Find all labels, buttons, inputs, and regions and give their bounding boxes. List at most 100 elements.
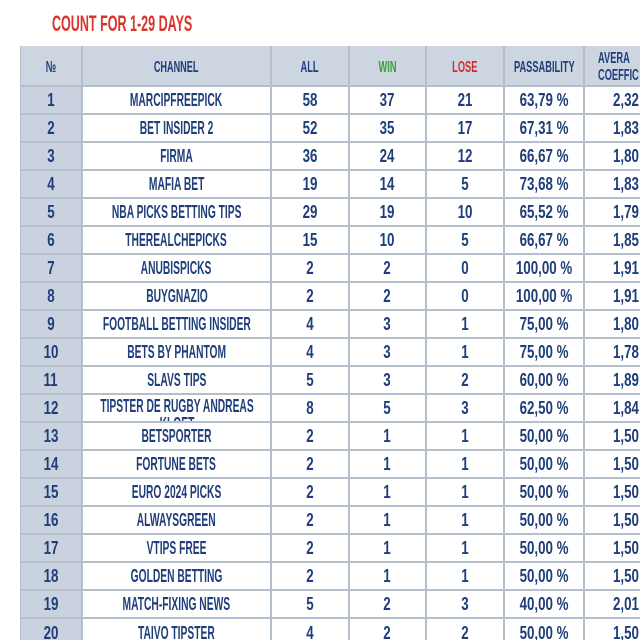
table-row: 20 TAIVO TIPSTER 4 2 2 50,00 % 1,50 — [21, 619, 640, 640]
cell-win: 3 — [350, 367, 427, 393]
channel-name: MATCH-FIXING NEWS — [122, 594, 231, 614]
cell-lose: 0 — [427, 255, 505, 281]
channel-name: BETS BY PHANTOM — [127, 342, 226, 362]
cell-average-coefficient: 2,32 — [585, 87, 640, 113]
cell-lose: 1 — [427, 563, 505, 589]
cell-average-coefficient: 1,50 — [585, 563, 640, 589]
all-count: 36 — [302, 146, 318, 166]
all-count: 2 — [306, 538, 314, 558]
win-count: 3 — [383, 370, 392, 390]
cell-win: 24 — [350, 143, 427, 169]
lose-count: 1 — [461, 538, 469, 558]
cell-win: 1 — [350, 563, 427, 589]
cell-channel: SLAVS TIPS — [83, 367, 272, 393]
cell-win: 10 — [350, 227, 427, 253]
cell-channel: BETS BY PHANTOM — [83, 339, 272, 365]
lose-count: 2 — [461, 370, 469, 390]
win-count: 24 — [380, 146, 395, 166]
cell-number: 6 — [21, 227, 83, 253]
cell-channel: FIRMA — [83, 143, 272, 169]
average-coefficient-value: 1,50 — [613, 454, 639, 474]
channel-name: ANUBISPICKS — [141, 258, 212, 278]
lose-count: 0 — [461, 286, 469, 306]
lose-count: 3 — [461, 594, 469, 614]
passability-value: 50,00 % — [519, 623, 569, 640]
cell-lose: 1 — [427, 507, 505, 533]
cell-all: 4 — [272, 619, 350, 640]
win-count: 37 — [380, 90, 395, 110]
average-coefficient-value: 1,83 — [613, 174, 639, 194]
cell-all: 2 — [272, 535, 350, 561]
cell-average-coefficient: 1,84 — [585, 395, 640, 421]
table-row: 6 THEREALCHEPICKS 15 10 5 66,67 % 1,85 — [21, 227, 640, 255]
average-coefficient-value: 1,50 — [613, 426, 639, 446]
passability-value: 50,00 % — [519, 538, 569, 558]
win-count: 1 — [383, 482, 392, 502]
lose-count: 1 — [461, 482, 469, 502]
lose-count: 5 — [461, 174, 469, 194]
all-count: 8 — [306, 398, 314, 418]
cell-passability: 65,52 % — [505, 199, 585, 225]
header-lose: LOSE — [427, 46, 505, 85]
average-coefficient-value: 1,50 — [613, 482, 639, 502]
cell-number: 12 — [21, 395, 83, 421]
row-number: 14 — [43, 454, 59, 474]
passability-value: 100,00 % — [515, 258, 573, 278]
channel-name: BUYGNAZIO — [145, 286, 208, 306]
cell-all: 4 — [272, 339, 350, 365]
cell-lose: 2 — [427, 367, 505, 393]
row-number: 2 — [47, 118, 55, 138]
cell-number: 18 — [21, 563, 83, 589]
passability-value: 73,68 % — [519, 174, 569, 194]
average-coefficient-value: 1,89 — [613, 370, 639, 390]
average-coefficient-value: 1,50 — [613, 538, 639, 558]
cell-lose: 1 — [427, 311, 505, 337]
average-coefficient-value: 1,91 — [613, 258, 639, 278]
cell-average-coefficient: 1,78 — [585, 339, 640, 365]
cell-channel: ANUBISPICKS — [83, 255, 272, 281]
header-lose-label: LOSE — [452, 58, 478, 76]
cell-average-coefficient: 1,80 — [585, 143, 640, 169]
all-count: 2 — [306, 510, 314, 530]
win-count: 10 — [380, 230, 395, 250]
cell-lose: 3 — [427, 591, 505, 617]
row-number: 7 — [47, 258, 55, 278]
average-coefficient-value: 2,01 — [613, 594, 639, 614]
all-count: 2 — [306, 454, 314, 474]
lose-count: 1 — [461, 426, 469, 446]
cell-average-coefficient: 1,50 — [585, 507, 640, 533]
cell-win: 2 — [350, 619, 427, 640]
passability-value: 50,00 % — [519, 566, 569, 586]
cell-channel: THEREALCHEPICKS — [83, 227, 272, 253]
cell-average-coefficient: 1,91 — [585, 283, 640, 309]
cell-win: 2 — [350, 591, 427, 617]
row-number: 11 — [43, 370, 59, 390]
cell-all: 36 — [272, 143, 350, 169]
channel-name: EURO 2024 PICKS — [131, 482, 222, 502]
channel-name: FORTUNE BETS — [136, 454, 217, 474]
cell-passability: 100,00 % — [505, 255, 585, 281]
cell-lose: 1 — [427, 339, 505, 365]
table-row: 18 GOLDEN BETTING 2 1 1 50,00 % 1,50 — [21, 563, 640, 591]
cell-average-coefficient: 1,85 — [585, 227, 640, 253]
table-row: 15 EURO 2024 PICKS 2 1 1 50,00 % 1,50 — [21, 479, 640, 507]
win-count: 35 — [380, 118, 395, 138]
passability-value: 67,31 % — [519, 118, 569, 138]
cell-win: 2 — [350, 255, 427, 281]
channel-name: ALWAYSGREEN — [137, 510, 216, 530]
cell-win: 3 — [350, 339, 427, 365]
cell-passability: 75,00 % — [505, 311, 585, 337]
header-win-label: WIN — [378, 58, 397, 76]
cell-all: 29 — [272, 199, 350, 225]
cell-passability: 60,00 % — [505, 367, 585, 393]
table-row: 7 ANUBISPICKS 2 2 0 100,00 % 1,91 — [21, 255, 640, 283]
all-count: 2 — [306, 286, 314, 306]
table-header: № CHANNEL ALL WIN LOSE PASSABILITY AVERA… — [21, 46, 640, 87]
channel-name: NBA PICKS BETTING TIPS — [111, 202, 242, 222]
header-passability-label: PASSABILITY — [513, 58, 575, 76]
cell-average-coefficient: 1,50 — [585, 619, 640, 640]
cell-average-coefficient: 1,50 — [585, 479, 640, 505]
header-channel: CHANNEL — [83, 46, 272, 85]
cell-win: 37 — [350, 87, 427, 113]
win-count: 3 — [383, 342, 392, 362]
